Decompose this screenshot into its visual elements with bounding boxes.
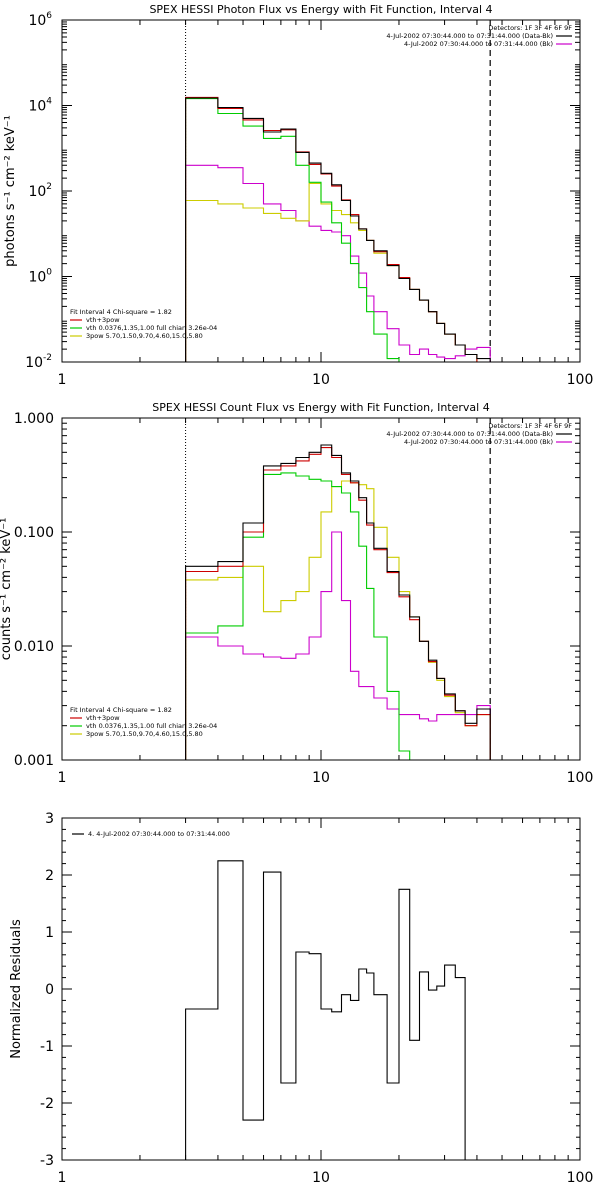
y-tick-label: 0.100 [14, 525, 54, 541]
series-vth-3pow-line [185, 96, 491, 362]
series-group [185, 444, 502, 760]
plot-frame [61, 19, 581, 363]
series-vth-3pow-line [185, 447, 502, 760]
legend-entry-label: 4-Jul-2002 07:30:44.000 to 07:31:44.000 … [386, 430, 553, 438]
series-group [185, 96, 491, 362]
y-tick-label: 1 [45, 925, 54, 941]
y-tick-exponent: 0 [46, 268, 52, 278]
y-tick-base: 10 [28, 184, 46, 200]
series-3pow-line [185, 480, 502, 760]
y-tick-label: 1.000 [14, 411, 54, 427]
y-tick-label: -1 [40, 1039, 54, 1055]
photon-flux-panel: SPEX HESSI Photon Flux vs Energy with Fi… [3, 3, 593, 388]
y-tick-label: 104 [28, 97, 52, 115]
series-3pow-line [185, 182, 491, 362]
y-tick-label: 0.010 [14, 639, 54, 655]
legend-entry-label: 4-Jul-2002 07:30:44.000 to 07:31:44.000 … [404, 438, 553, 446]
y-tick-base: 10 [28, 99, 46, 115]
y-tick-label: 10-2 [25, 353, 52, 371]
y-tick-exponent: 4 [46, 97, 52, 107]
series-vth-line [185, 98, 491, 362]
series-bk-line [185, 531, 502, 760]
y-axis-label: counts s⁻¹ cm⁻² keV⁻¹ [0, 518, 14, 661]
legend-entry-label: 4. 4-Jul-2002 07:30:44.000 to 07:31:44.0… [88, 830, 230, 838]
y-tick-label: 0.001 [14, 753, 54, 769]
y-tick-base: 10 [28, 270, 46, 286]
chart-title: SPEX HESSI Photon Flux vs Energy with Fi… [149, 3, 492, 16]
y-tick-base: 10 [25, 355, 43, 371]
x-tick-label: 100 [567, 372, 594, 388]
x-tick-label: 10 [312, 770, 330, 786]
y-tick-label: -3 [40, 1153, 54, 1169]
legend-entry-label: Fit Interval 4 Chi-square = 1.82 [70, 706, 172, 714]
legend-entry-label: vth+3pow [86, 316, 120, 324]
series-4--line [185, 860, 491, 1160]
legend-entry-label: Detectors: 1F 3F 4F 6F 9F [488, 24, 572, 32]
legend-entry-label: vth 0.0376,1.35,1.00 full chian 3.26e-04 [86, 324, 217, 332]
legend-entry-label: vth 0.0376,1.35,1.00 full chian 3.26e-04 [86, 722, 217, 730]
x-tick-label: 100 [567, 770, 594, 786]
y-tick-label: 2 [45, 868, 54, 884]
x-tick-label: 10 [312, 372, 330, 388]
y-axis-label: photons s⁻¹ cm⁻² keV⁻¹ [3, 115, 18, 267]
chart-title: SPEX HESSI Count Flux vs Energy with Fit… [152, 401, 489, 414]
x-tick-label: 1 [58, 770, 67, 786]
legend-entry-label: vth+3pow [86, 714, 120, 722]
y-tick-label: 3 [45, 811, 54, 827]
y-tick-label: -2 [40, 1096, 54, 1112]
series-bk-line [185, 164, 491, 362]
plot-frame [61, 417, 581, 761]
count-flux-panel: SPEX HESSI Count Flux vs Energy with Fit… [0, 401, 593, 786]
legend-entry-label: Fit Interval 4 Chi-square = 1.82 [70, 308, 172, 316]
legend-entry-label: 4-Jul-2002 07:30:44.000 to 07:31:44.000 … [404, 40, 553, 48]
x-tick-label: 1 [58, 1170, 67, 1186]
series-data-bk-line [185, 97, 491, 362]
y-tick-label: 0 [45, 982, 54, 998]
y-tick-label: 102 [28, 182, 52, 200]
series-vth-line [185, 472, 502, 760]
y-tick-label: 100 [28, 268, 52, 286]
y-tick-exponent: 6 [46, 11, 52, 21]
y-tick-label: 106 [28, 11, 52, 29]
y-tick-exponent: 2 [46, 182, 52, 192]
x-tick-label: 10 [312, 1170, 330, 1186]
legend-entry-label: 4-Jul-2002 07:30:44.000 to 07:31:44.000 … [386, 32, 553, 40]
x-tick-label: 100 [567, 1170, 594, 1186]
y-tick-exponent: -2 [43, 353, 52, 363]
residuals-panel: Normalized Residuals 1 10 100 -3 -2 -1 0 1 2 3 4. 4… [9, 811, 593, 1186]
x-tick-label: 1 [58, 372, 67, 388]
y-tick-base: 10 [28, 13, 46, 29]
series-data-bk-line [185, 444, 502, 760]
legend-entry-label: Detectors: 1F 3F 4F 6F 9F [488, 422, 572, 430]
legend-entry-label: 3pow 5.70,1.50,9.70,4.60,15.0,5.80 [86, 730, 203, 738]
series-group [185, 860, 491, 1160]
plot-frame [61, 817, 581, 1161]
y-axis-label: Normalized Residuals [9, 919, 24, 1059]
legend-entry-label: 3pow 5.70,1.50,9.70,4.60,15.0,5.80 [86, 332, 203, 340]
